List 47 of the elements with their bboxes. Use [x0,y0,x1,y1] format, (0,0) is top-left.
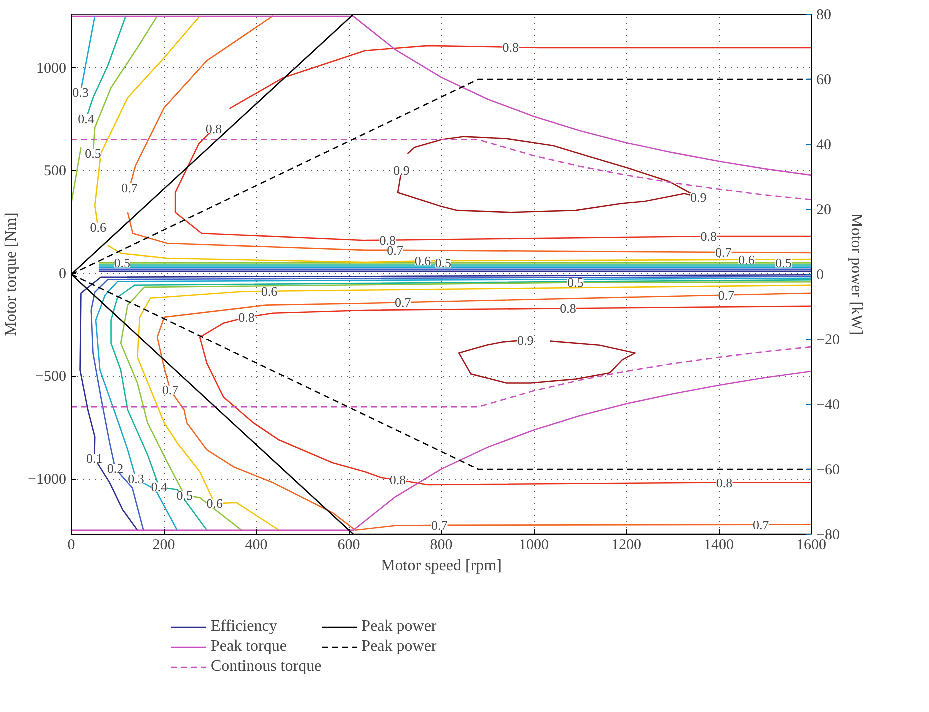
y2-tick-label: 0 [816,268,824,284]
legend-label: Peak torque [211,638,287,656]
y2-tick-label: 80 [816,8,832,24]
x-tick-label: 1400 [704,538,734,554]
annotation: 0.7 [162,382,180,398]
annotation: 0.5 [435,256,452,271]
annotation: 0.7 [394,295,412,310]
annotation: 0.8 [390,472,406,488]
legend-label: Peak power [362,638,437,656]
x-axis-title: Motor speed [rpm] [381,558,502,574]
annotation: 0.5 [114,256,130,271]
x-tick-label: 1000 [519,538,549,554]
y-tick-label: −500 [36,369,67,386]
y2-tick-label: 40 [816,138,832,154]
y-tick-label: 1000 [36,60,66,77]
legend-label: Continous torque [211,658,322,676]
x-tick-label: 400 [245,538,268,554]
annotation: 0.8 [716,475,733,490]
annotation: 0.7 [432,518,448,533]
y2-tick-label: −40 [816,398,840,414]
annotation: 0.7 [718,288,736,303]
x-tick-label: 800 [430,538,453,554]
legend-label: Peak power [362,618,437,636]
annotation: 0.8 [238,310,255,325]
legend-label: Efficiency [211,618,278,636]
annotation: 0.8 [560,301,576,316]
annotation: 0.5 [776,256,792,271]
y-tick-label: −1000 [28,472,67,488]
y-tick-label: 500 [44,164,66,180]
annotation: 0.7 [122,180,138,196]
x-tick-label: 1200 [612,538,642,554]
annotation: 0.9 [518,332,534,348]
annotation: 0.8 [206,121,222,136]
annotation: 0.6 [90,220,107,236]
y2-tick-label: −20 [816,332,840,348]
y2-tick-label: 60 [816,72,832,88]
y-tick-label: 0 [59,266,66,282]
annotation: 0.4 [78,111,95,126]
x-tick-label: 600 [338,538,360,554]
y-axis-title: Motor torque [Nm] [3,212,20,336]
y2-axis-title: Motor power [kW] [848,214,865,336]
y2-tick-label: −60 [816,462,840,478]
annotation: 0.3 [72,85,89,100]
y2-tick-label: 20 [816,202,832,218]
x-tick-label: 200 [152,538,176,554]
annotation: 0.9 [394,163,410,178]
annotation: 0.7 [752,517,770,532]
